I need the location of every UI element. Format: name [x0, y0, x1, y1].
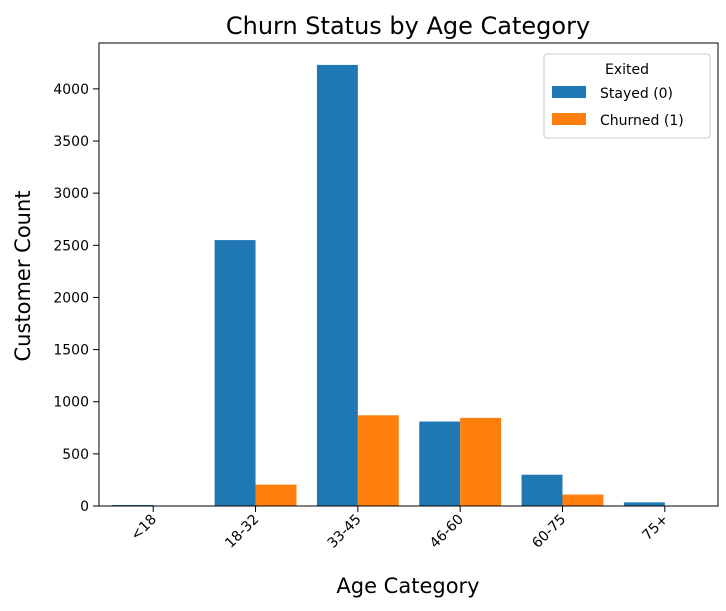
x-axis-label: Age Category — [336, 574, 479, 598]
bar-stayed-0 — [112, 504, 154, 506]
y-tick-label: 4000 — [53, 82, 89, 98]
bar-stayed-2 — [316, 64, 358, 507]
legend-title: Exited — [605, 62, 649, 78]
bar-stayed-3 — [419, 421, 461, 506]
y-axis-label: Customer Count — [11, 190, 35, 361]
bar-stayed-5 — [623, 502, 665, 506]
y-tick-label: 0 — [80, 499, 89, 515]
y-tick-label: 2000 — [53, 290, 89, 306]
plot-area: 0 500 1000 1500 2000 2500 3000 3500 4000 <18 18-32… — [53, 42, 719, 552]
y-tick-label: 1000 — [53, 395, 89, 411]
x-tick-label: 18-32 — [222, 512, 262, 552]
y-tick-label: 1500 — [53, 343, 89, 359]
bar-churned-2 — [357, 415, 399, 506]
legend: Exited Stayed (0) Churned (1) — [543, 53, 711, 139]
chart-title: Churn Status by Age Category — [226, 12, 590, 40]
x-tick-label: <18 — [128, 512, 160, 544]
bar-churned-4 — [562, 494, 604, 506]
legend-label-0: Stayed (0) — [600, 86, 673, 102]
x-tick-label: 46-60 — [427, 512, 467, 552]
legend-swatch-1 — [552, 113, 586, 125]
legend-label-1: Churned (1) — [600, 113, 684, 129]
x-tick-label: 33-45 — [325, 512, 365, 552]
x-tick-label: 75+ — [639, 512, 671, 544]
y-tick-label: 500 — [62, 447, 89, 463]
bar-churned-1 — [255, 484, 297, 506]
y-tick-label: 3000 — [53, 186, 89, 202]
plot-frame — [98, 42, 719, 507]
x-tick-label: 60-75 — [529, 512, 569, 552]
legend-swatch-0 — [552, 86, 586, 98]
y-tick-label: 2500 — [53, 238, 89, 254]
bar-stayed-1 — [214, 240, 256, 506]
bar-stayed-4 — [521, 474, 563, 506]
bar-churned-3 — [460, 417, 502, 506]
y-tick-label: 3500 — [53, 134, 89, 150]
